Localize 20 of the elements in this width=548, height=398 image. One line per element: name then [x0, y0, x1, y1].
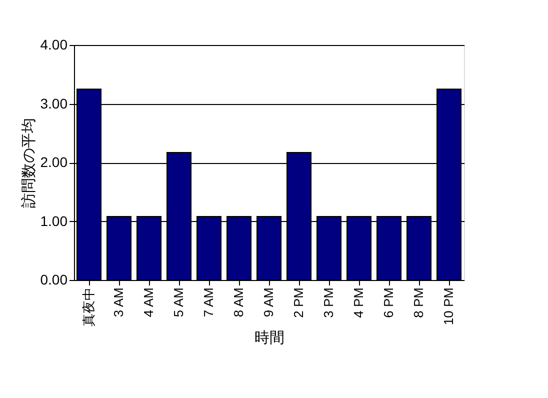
- y-tick-label: 0.00: [40, 272, 68, 288]
- x-axis-title: 時間: [254, 330, 284, 346]
- x-tick-label: 7 AM: [201, 288, 216, 318]
- x-tick-label: 4 PM: [351, 288, 366, 318]
- x-tick-label: 6 PM: [381, 288, 396, 318]
- x-tick-label: 10 PM: [441, 288, 456, 326]
- x-tick-label: 9 AM: [261, 288, 276, 318]
- x-tick-label: 3 AM: [111, 288, 126, 318]
- y-tick-label: 1.00: [40, 212, 68, 229]
- y-tick-label: 2.00: [40, 154, 68, 170]
- x-tick-label: 3 PM: [321, 288, 336, 318]
- y-tick-label: 3.00: [40, 95, 68, 112]
- x-tick-label: 5 AM: [171, 288, 186, 318]
- x-tick-label: 真夜中: [81, 288, 96, 326]
- y-axis-title: 訪問数の平均: [20, 118, 38, 208]
- x-tick-label: 2 PM: [291, 288, 306, 318]
- x-tick-label: 8 PM: [411, 288, 426, 318]
- x-tick-label: 8 AM: [231, 288, 246, 318]
- x-tick-label: 4 AM: [141, 288, 156, 318]
- y-tick-label: 4.00: [40, 36, 68, 52]
